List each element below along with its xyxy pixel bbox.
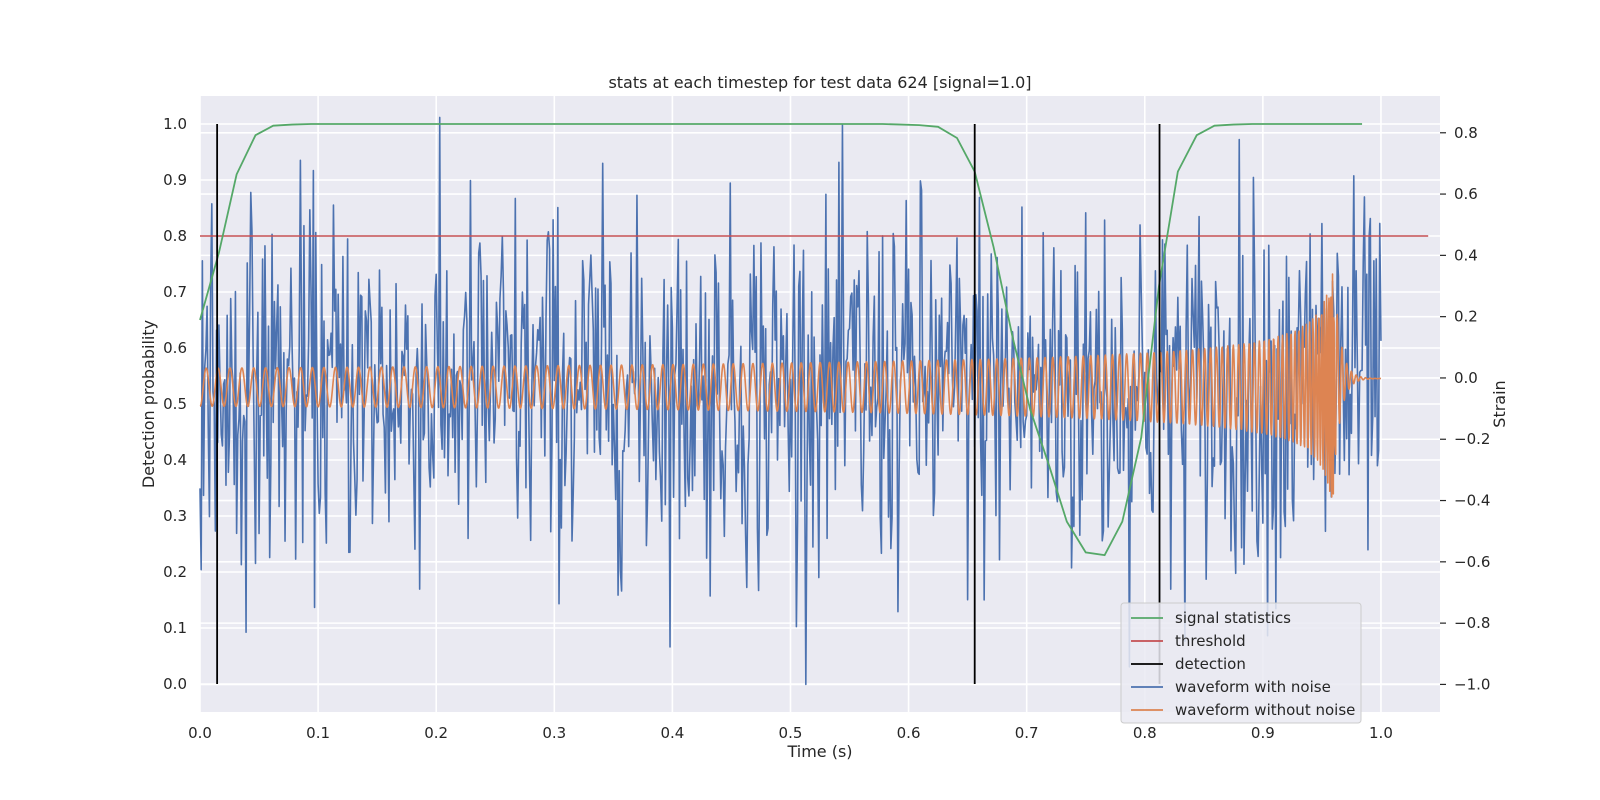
y2-tick-label: −1.0 <box>1454 675 1490 693</box>
y2-tick-label: 0.4 <box>1454 246 1478 264</box>
legend-frame <box>1120 602 1362 724</box>
y-tick-label: 1.0 <box>163 115 187 133</box>
y-tick-label: 0.0 <box>163 675 187 693</box>
x-tick-label: 0.0 <box>188 724 212 742</box>
legend: signal statistics threshold detection wavef… <box>1120 602 1362 724</box>
y2-tick-label: 0.0 <box>1454 369 1478 387</box>
y-tick-label: 0.6 <box>163 339 187 357</box>
y2-tick-label: −0.4 <box>1454 492 1490 510</box>
x-tick-label: 0.4 <box>660 724 684 742</box>
legend-label: waveform with noise <box>1175 678 1331 696</box>
series-layer <box>199 116 1429 686</box>
legend-label: waveform without noise <box>1175 701 1355 719</box>
x-tick-label: 0.2 <box>424 724 448 742</box>
y-tick-label: 0.7 <box>163 283 187 301</box>
axes-layer: 0.0 0.1 0.2 0.3 0.4 0.5 0.6 0.7 0.8 0.9 1.0 0.0 0.1 0… <box>163 115 1490 742</box>
chart-title: stats at each timestep for test data 624… <box>608 73 1031 92</box>
x-axis-label: Time (s) <box>786 742 852 761</box>
y2-tick-label: 0.8 <box>1454 124 1478 142</box>
y2-tick-label: −0.2 <box>1454 430 1490 448</box>
y-tick-label: 0.8 <box>163 227 187 245</box>
y-tick-label: 0.3 <box>163 507 187 525</box>
y2-tick-label: 0.6 <box>1454 185 1478 203</box>
legend-label: detection <box>1175 655 1246 673</box>
y-axis-label: Detection probability <box>139 320 158 488</box>
x-tick-label: 1.0 <box>1369 724 1393 742</box>
y-tick-label: 0.4 <box>163 451 187 469</box>
x-tick-label: 0.6 <box>897 724 921 742</box>
y2-axis-label: Strain <box>1490 380 1509 427</box>
legend-label: signal statistics <box>1175 609 1291 627</box>
y2-tick-label: 0.2 <box>1454 308 1478 326</box>
y-tick-label: 0.9 <box>163 171 187 189</box>
x-tick-label: 0.1 <box>306 724 330 742</box>
y2-tick-label: −0.8 <box>1454 614 1490 632</box>
y-tick-label: 0.2 <box>163 563 187 581</box>
legend-label: threshold <box>1175 632 1246 650</box>
y2-tick-label: −0.6 <box>1454 553 1490 571</box>
x-tick-label: 0.9 <box>1251 724 1275 742</box>
series-line-waveform-without-noise <box>199 273 1382 498</box>
y-tick-label: 0.1 <box>163 619 187 637</box>
x-tick-label: 0.8 <box>1133 724 1157 742</box>
x-tick-label: 0.5 <box>779 724 803 742</box>
x-tick-label: 0.3 <box>542 724 566 742</box>
y-tick-label: 0.5 <box>163 395 187 413</box>
series-line-signal-statistics <box>199 123 1363 557</box>
x-tick-label: 0.7 <box>1015 724 1039 742</box>
